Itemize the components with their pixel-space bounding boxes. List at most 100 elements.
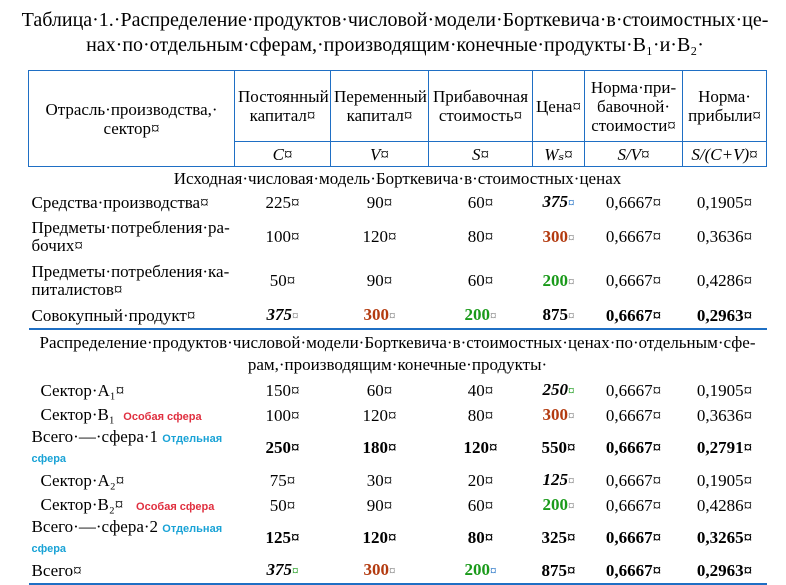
header-price: Цена¤	[532, 70, 585, 142]
table-row: Предметы·потребления·ра- бочих¤ 100¤ 120…	[29, 215, 767, 259]
cell-w: 875¤	[533, 303, 585, 329]
header-variable-capital: Переменный капитал¤	[330, 70, 429, 142]
caption-line-2: нах·по·отдельным·сферам,·производящим·ко…	[86, 34, 704, 56]
row-name-cell: Всего·—·сфера·2 Отдельная сфера	[29, 518, 235, 558]
row-name-cell: Всего·—·сфера·1 Отдельная сфера	[29, 428, 235, 468]
cell-v: 120¤	[362, 528, 397, 547]
row-name: Сектор·B₂¤	[40, 494, 124, 514]
cell-sv: 0,6667¤	[605, 227, 662, 246]
cell-c: 50¤	[269, 271, 296, 290]
cell-profit: 0,1905¤	[696, 192, 753, 212]
special-sphere-label: Особая сфера	[123, 410, 202, 423]
cell-sv: 0,6667¤	[605, 192, 662, 212]
cell-s: 80¤	[467, 227, 494, 246]
row-name: Предметы·потребления·ра- бочих¤	[31, 218, 230, 255]
cell-s: 60¤	[467, 192, 494, 212]
row-name: Предметы·потребления·ка- питалистов¤	[31, 262, 230, 299]
header-surplus-value: Прибавочная стоимость¤	[428, 70, 533, 142]
symbol-sv: S/V¤	[584, 141, 683, 167]
cell-c: 50¤	[269, 495, 296, 515]
cell-w: 300¤	[533, 215, 585, 259]
cell-v: 300¤	[330, 558, 429, 585]
cell-marker: ¤	[568, 308, 575, 323]
cell-w: 250¤	[533, 378, 585, 403]
section-title-2-line-1: Распределение·продуктов·числовой·модели·…	[39, 333, 756, 352]
row-name: Сектор·A₁¤	[40, 380, 125, 400]
cell-w: 200¤	[533, 493, 585, 518]
cell-profit: 0,4286¤	[696, 495, 753, 515]
cell-w-value: 250	[542, 380, 569, 399]
section-heading-2: Распределение·продуктов·числовой·модели·…	[28, 328, 767, 378]
cell-marker: ¤	[389, 308, 396, 323]
bortkiewicz-table: Отрасль·производства,· сектор¤ Постоянны…	[28, 70, 767, 585]
table-row: Предметы·потребления·ка- питалистов¤ 50¤…	[29, 259, 767, 303]
cell-profit: 0,2963¤	[682, 558, 767, 585]
row-name: Всего·—·сфера·2	[31, 517, 159, 536]
cell-v-value: 300	[363, 560, 390, 579]
table-row: Сектор·A₁¤ 150¤ 60¤ 40¤ 250¤ 0,6667¤ 0,1…	[29, 378, 767, 403]
cell-w-value: 200	[542, 270, 569, 290]
cell-marker: ¤	[389, 563, 396, 578]
row-name: Всего·—·сфера·1	[31, 427, 159, 446]
cell-w: 375¤	[533, 190, 585, 215]
cell-s: 200¤	[429, 303, 533, 329]
cell-c: 100¤	[265, 227, 300, 246]
cell-v: 180¤	[362, 438, 397, 457]
section-title-2: Распределение·продуктов·числовой·модели·…	[28, 328, 767, 378]
table-row: Сектор·A₂¤ 75¤ 30¤ 20¤ 125¤ 0,6667¤ 0,19…	[29, 468, 767, 493]
cell-c-value: 375	[266, 305, 293, 324]
header-constant-capital: Постоянный капитал¤	[234, 70, 331, 142]
caption-line-1: Таблица·1.·Распределение·продуктов·число…	[21, 9, 769, 31]
cell-s: 80¤	[467, 528, 494, 547]
row-name: Сектор·A₂¤	[40, 470, 125, 490]
cell-v-value: 300	[363, 305, 390, 324]
cell-w: 300¤	[533, 403, 585, 428]
cell-marker: ¤	[292, 308, 299, 323]
header-surplus-rate: Норма·при- бавочной· стоимости¤	[584, 70, 683, 142]
cell-w-value: 125	[542, 470, 569, 489]
cell-w-value: 375	[542, 192, 569, 211]
symbol-w: Wₛ¤	[532, 141, 585, 167]
cell-w: 200¤	[533, 259, 585, 303]
row-name: Средства·производства¤	[31, 192, 209, 212]
cell-c: 150¤	[265, 380, 300, 400]
cell-marker: ¤	[490, 563, 497, 578]
cell-v: 30¤	[366, 470, 393, 490]
cell-w-value: 875	[542, 305, 569, 324]
cell-v: 120¤	[362, 227, 397, 246]
cell-v: 60¤	[366, 380, 393, 400]
cell-s: 20¤	[467, 470, 494, 490]
cell-v: 90¤	[366, 271, 393, 290]
symbol-c: C¤	[234, 141, 331, 167]
cell-profit: 0,2963¤	[696, 305, 753, 325]
cell-marker: ¤	[568, 408, 575, 423]
cell-profit: 0,1905¤	[696, 470, 753, 490]
cell-marker: ¤	[568, 383, 575, 398]
table-caption: Таблица·1.·Распределение·продуктов·число…	[10, 8, 780, 58]
cell-v: 90¤	[366, 192, 393, 212]
cell-sv: 0,6667¤	[605, 470, 662, 490]
cell-s: 40¤	[467, 380, 494, 400]
cell-profit: 0,4286¤	[696, 271, 753, 290]
row-name-cell: Сектор·B₂¤ Особая сфера	[29, 493, 235, 518]
cell-v: 300¤	[331, 303, 429, 329]
cell-s-value: 200	[464, 560, 491, 579]
cell-w: 550¤	[541, 438, 576, 457]
cell-marker: ¤	[568, 273, 575, 289]
row-name: Сектор·B₁	[40, 404, 115, 424]
symbol-v: V¤	[330, 141, 429, 167]
cell-marker: ¤	[568, 473, 575, 488]
cell-marker: ¤	[490, 308, 497, 323]
section-title-2-line-2: рам,·производящим·конечные·продукты·	[247, 355, 548, 374]
cell-c: 375¤	[235, 303, 331, 329]
symbol-profit: S/(C+V)¤	[682, 141, 767, 167]
cell-v: 120¤	[362, 405, 397, 425]
table-row-subtotal: Всего·—·сфера·2 Отдельная сфера 125¤ 120…	[29, 518, 767, 558]
row-name-cell: Сектор·B₁ Особая сфера	[29, 403, 235, 428]
table-row-total: Совокупный·продукт¤ 375¤ 300¤ 200¤ 875¤ …	[29, 303, 767, 329]
header-sector: Отрасль·производства,· сектор¤	[28, 70, 235, 167]
table-row-subtotal: Всего·—·сфера·1 Отдельная сфера 250¤ 180…	[29, 428, 767, 468]
row-name: Всего¤	[28, 558, 235, 585]
cell-profit: 0,3636¤	[696, 227, 753, 246]
cell-c: 250¤	[265, 438, 300, 457]
